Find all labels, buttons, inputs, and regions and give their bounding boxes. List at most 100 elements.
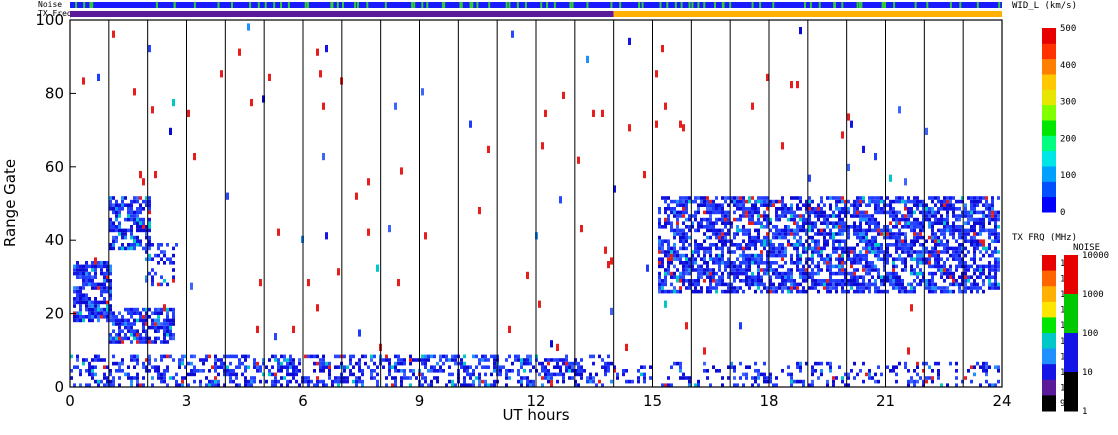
heatmap-cell bbox=[679, 286, 682, 290]
heatmap-cell bbox=[106, 300, 109, 305]
heatmap-cell bbox=[760, 239, 763, 243]
heatmap-cell bbox=[247, 383, 250, 387]
heatmap-cell bbox=[964, 282, 967, 287]
heatmap-cell bbox=[85, 261, 88, 265]
heatmap-cell bbox=[844, 221, 847, 225]
heatmap-cell bbox=[529, 361, 532, 366]
heatmap-cell bbox=[550, 372, 553, 377]
heatmap-cell bbox=[322, 369, 325, 373]
heatmap-cell bbox=[820, 372, 823, 377]
heatmap-cell bbox=[721, 232, 724, 236]
heatmap-cell bbox=[274, 354, 277, 359]
heatmap-cell bbox=[856, 199, 859, 204]
heatmap-cell bbox=[856, 253, 859, 258]
heatmap-cell bbox=[859, 221, 862, 225]
heatmap-cell bbox=[88, 372, 91, 377]
heatmap-cell bbox=[592, 379, 595, 384]
heatmap-cell bbox=[493, 369, 496, 373]
heatmap-cell bbox=[811, 383, 814, 387]
heatmap-cell bbox=[265, 379, 268, 384]
heatmap-cell bbox=[889, 228, 892, 233]
heatmap-cell bbox=[115, 239, 118, 243]
heatmap-cell bbox=[676, 214, 679, 218]
top-status-bars: Noise TX Freq bbox=[38, 0, 1002, 18]
heatmap-cell bbox=[286, 358, 289, 362]
heatmap-cell bbox=[988, 228, 991, 233]
heatmap-cell bbox=[949, 289, 952, 294]
heatmap-cell bbox=[847, 282, 850, 287]
heatmap-cell bbox=[946, 228, 949, 233]
heatmap-cell bbox=[958, 199, 961, 204]
heatmap-cell bbox=[169, 336, 172, 341]
heatmap-cell bbox=[748, 210, 751, 215]
heatmap-cell bbox=[517, 354, 520, 359]
heatmap-cell bbox=[676, 217, 679, 222]
heatmap-cell bbox=[742, 239, 745, 243]
heatmap-cell bbox=[979, 271, 982, 276]
heatmap-cell bbox=[79, 293, 82, 297]
heatmap-cell bbox=[703, 268, 706, 272]
heatmap-cell bbox=[781, 232, 784, 236]
heatmap-cell bbox=[955, 199, 958, 204]
heatmap-cell bbox=[565, 358, 568, 362]
heatmap-cell bbox=[463, 379, 466, 384]
heatmap-cell bbox=[880, 207, 883, 211]
heatmap-cell bbox=[673, 235, 676, 240]
heatmap-cell bbox=[862, 361, 865, 366]
heatmap-cell bbox=[703, 347, 706, 355]
heatmap-cell bbox=[76, 271, 79, 276]
heatmap-cell bbox=[235, 376, 238, 380]
heatmap-cell bbox=[685, 246, 688, 251]
heatmap-cell bbox=[139, 207, 142, 211]
heatmap-cell bbox=[754, 275, 757, 279]
heatmap-cell bbox=[940, 383, 943, 387]
heatmap-cell bbox=[100, 311, 103, 315]
heatmap-cell bbox=[946, 289, 949, 294]
heatmap-cell bbox=[958, 253, 961, 258]
heatmap-cell bbox=[772, 289, 775, 294]
heatmap-cell bbox=[217, 358, 220, 362]
heatmap-cell bbox=[157, 318, 160, 323]
heatmap-cell bbox=[121, 235, 124, 240]
heatmap-cell bbox=[979, 232, 982, 236]
heatmap-cell bbox=[826, 289, 829, 294]
heatmap-cell bbox=[214, 379, 217, 384]
heatmap-cell bbox=[886, 203, 889, 207]
heatmap-cell bbox=[169, 329, 172, 333]
heatmap-cell bbox=[130, 207, 133, 211]
heatmap-cell bbox=[451, 354, 454, 359]
heatmap-cell bbox=[286, 383, 289, 387]
heatmap-cell bbox=[811, 271, 814, 276]
heatmap-cell bbox=[685, 257, 688, 261]
heatmap-cell bbox=[976, 232, 979, 236]
heatmap-cell bbox=[103, 358, 106, 362]
heatmap-cell bbox=[127, 311, 130, 315]
heatmap-cell bbox=[121, 232, 124, 236]
heatmap-cell bbox=[865, 250, 868, 254]
heatmap-cell bbox=[658, 243, 661, 247]
heatmap-cell bbox=[460, 358, 463, 362]
heatmap-cell bbox=[493, 354, 496, 359]
heatmap-cell bbox=[745, 376, 748, 380]
heatmap-cell bbox=[841, 286, 844, 290]
heatmap-cell bbox=[727, 217, 730, 222]
noise-speckle-mark bbox=[306, 2, 309, 8]
heatmap-cell bbox=[745, 246, 748, 251]
heatmap-cell bbox=[139, 336, 142, 341]
heatmap-cell bbox=[685, 232, 688, 236]
heatmap-cell bbox=[334, 376, 337, 380]
heatmap-cell bbox=[997, 235, 1000, 240]
heatmap-cell bbox=[859, 196, 862, 200]
heatmap-cell bbox=[88, 369, 91, 373]
heatmap-cell bbox=[274, 379, 277, 384]
heatmap-cell bbox=[289, 372, 292, 377]
heatmap-cell bbox=[937, 243, 940, 247]
heatmap-cell bbox=[685, 217, 688, 222]
heatmap-cell bbox=[622, 369, 625, 373]
heatmap-cell bbox=[523, 361, 526, 366]
heatmap-cell bbox=[112, 210, 115, 215]
heatmap-cell bbox=[298, 369, 301, 373]
heatmap-cell bbox=[385, 354, 388, 359]
heatmap-cell bbox=[754, 207, 757, 211]
heatmap-cell bbox=[850, 250, 853, 254]
